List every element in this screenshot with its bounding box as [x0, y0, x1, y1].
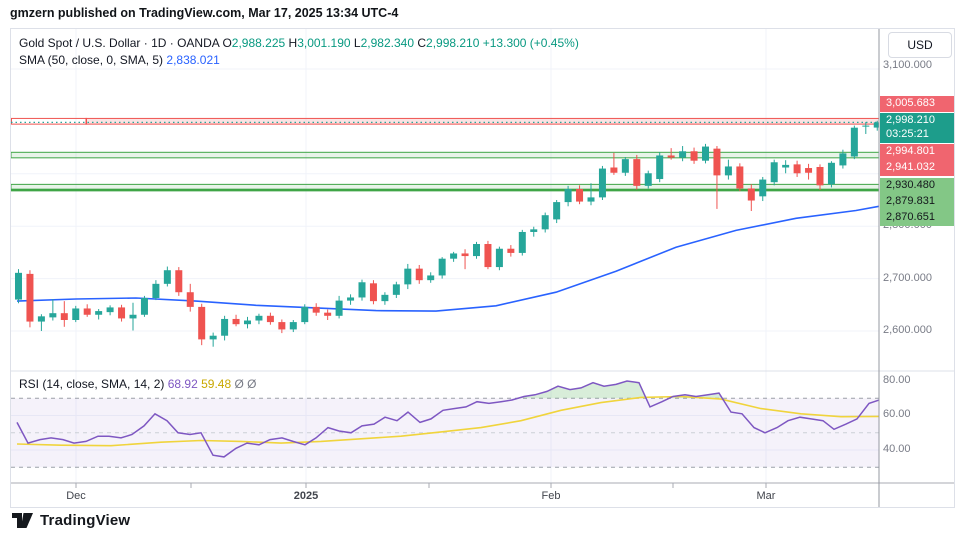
- support-zone: [11, 183, 880, 190]
- ohlc-high-value: 3,001.190: [297, 36, 351, 50]
- resistance-top-label: 3,005.683: [880, 96, 954, 112]
- resistance-zone-tail: [11, 117, 87, 125]
- ohlc-close-label: C: [417, 36, 427, 50]
- chart-canvas-holder[interactable]: [11, 29, 954, 507]
- axis-scale-label: 40.00: [883, 443, 911, 455]
- rsi-legend: RSI (14, close, SMA, 14, 2) 68.92 59.48 …: [19, 377, 257, 391]
- axis-scale-label: 2,600.000: [883, 324, 932, 336]
- ohlc-high-label: H: [288, 36, 298, 50]
- tradingview-logo-icon: [12, 513, 33, 528]
- time-axis-label: 2025: [293, 490, 319, 502]
- axis-scale-label: 3,100.000: [883, 59, 932, 71]
- time-axis-label: Mar: [756, 490, 776, 502]
- attribution-text: gmzern published on TradingView.com, Mar…: [10, 6, 399, 20]
- sma-value: 2,838.021: [166, 53, 220, 67]
- chart-container: Gold Spot / U.S. Dollar · 1D · OANDA O2,…: [10, 28, 955, 508]
- sma-label: SMA (50, close, 0, SMA, 5): [19, 53, 164, 67]
- rsi-overbought-fill: [518, 381, 647, 399]
- symbol-legend: Gold Spot / U.S. Dollar · 1D · OANDA O2,…: [19, 36, 579, 50]
- time-axis-label: Feb: [541, 490, 561, 502]
- ohlc-open-label: O: [222, 36, 232, 50]
- footer-brand: TradingView: [12, 512, 130, 529]
- support2-top-label: 2,879.831: [880, 194, 954, 210]
- brand-name: TradingView: [40, 512, 131, 529]
- rsi-line: [16, 380, 880, 458]
- axis-scale-label: 2,700.000: [883, 272, 932, 284]
- candles: [15, 120, 879, 347]
- ohlc-low-value: 2,982.340: [360, 36, 414, 50]
- rsi-value: 68.92: [167, 377, 198, 391]
- sma-line: [16, 205, 880, 312]
- rsi-ma-hide-icon[interactable]: Ø: [247, 377, 257, 391]
- rsi-ma-line: [16, 395, 880, 447]
- change-value: +13.300 (+0.45%): [482, 36, 579, 50]
- ohlc-open-value: 2,988.225: [231, 36, 286, 50]
- axis-scale-label: 80.00: [883, 374, 911, 386]
- resistance-zone: [85, 117, 880, 125]
- support1-top-label: 2,941.032: [880, 160, 954, 176]
- rsi-ma-value: 59.48: [201, 377, 232, 391]
- sma-legend: SMA (50, close, 0, SMA, 5) 2,838.021: [19, 53, 220, 67]
- currency-button[interactable]: USD: [888, 32, 952, 58]
- support2-bottom-label: 2,870.651: [880, 210, 954, 226]
- countdown-timer: 03:25:21: [886, 128, 929, 140]
- current-price-label: 2,998.210 03:25:21: [880, 113, 954, 143]
- resistance-bottom-label: 2,994.801: [880, 144, 954, 160]
- rsi-label: RSI (14, close, SMA, 14, 2): [19, 377, 165, 391]
- ohlc-close-value: 2,998.210: [426, 36, 480, 50]
- time-axis-label: Dec: [66, 490, 86, 502]
- symbol-title: Gold Spot / U.S. Dollar: [19, 36, 141, 50]
- support-zone: [11, 151, 880, 159]
- support1-bottom-label: 2,930.480: [880, 178, 954, 194]
- ohlc-low-label: L: [353, 36, 361, 50]
- axis-scale-label: 60.00: [883, 408, 911, 420]
- symbol-meta: · 1D · OANDA: [143, 36, 220, 50]
- rsi-hide-icon[interactable]: Ø: [234, 377, 244, 391]
